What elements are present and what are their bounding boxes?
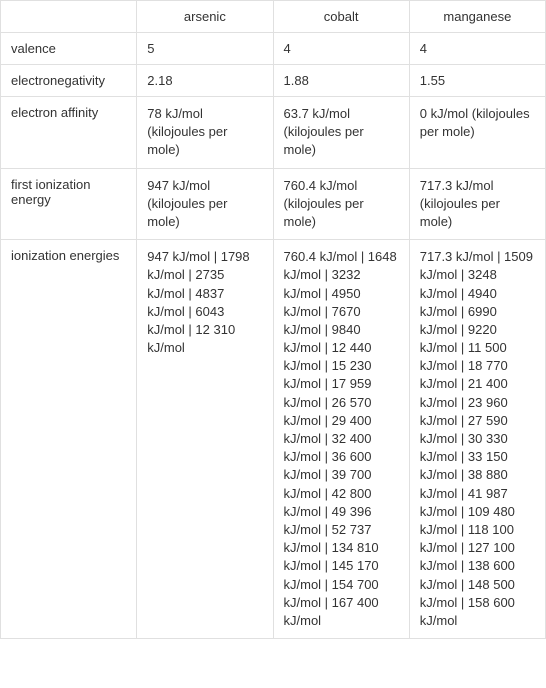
header-cobalt: cobalt [273, 1, 409, 33]
cell-manganese-electronegativity: 1.55 [409, 65, 545, 97]
cell-cobalt-electron-affinity: 63.7 kJ/mol (kilojoules per mole) [273, 97, 409, 169]
header-manganese: manganese [409, 1, 545, 33]
cell-arsenic-first-ionization: 947 kJ/mol (kilojoules per mole) [137, 168, 273, 240]
cell-cobalt-valence: 4 [273, 33, 409, 65]
cell-cobalt-ionization-energies: 760.4 kJ/mol | 1648 kJ/mol | 3232 kJ/mol… [273, 240, 409, 639]
header-row: arsenic cobalt manganese [1, 1, 546, 33]
element-properties-table: arsenic cobalt manganese valence 5 4 4 e… [0, 0, 546, 639]
row-label-valence: valence [1, 33, 137, 65]
cell-cobalt-first-ionization: 760.4 kJ/mol (kilojoules per mole) [273, 168, 409, 240]
cell-arsenic-electron-affinity: 78 kJ/mol (kilojoules per mole) [137, 97, 273, 169]
cell-cobalt-electronegativity: 1.88 [273, 65, 409, 97]
table-row: first ionization energy 947 kJ/mol (kilo… [1, 168, 546, 240]
cell-arsenic-electronegativity: 2.18 [137, 65, 273, 97]
table-row: electron affinity 78 kJ/mol (kilojoules … [1, 97, 546, 169]
cell-manganese-ionization-energies: 717.3 kJ/mol | 1509 kJ/mol | 3248 kJ/mol… [409, 240, 545, 639]
table-row: electronegativity 2.18 1.88 1.55 [1, 65, 546, 97]
header-arsenic: arsenic [137, 1, 273, 33]
cell-manganese-valence: 4 [409, 33, 545, 65]
cell-manganese-first-ionization: 717.3 kJ/mol (kilojoules per mole) [409, 168, 545, 240]
header-empty [1, 1, 137, 33]
row-label-ionization-energies: ionization energies [1, 240, 137, 639]
row-label-first-ionization-energy: first ionization energy [1, 168, 137, 240]
cell-manganese-electron-affinity: 0 kJ/mol (kilojoules per mole) [409, 97, 545, 169]
cell-arsenic-valence: 5 [137, 33, 273, 65]
table-row: ionization energies 947 kJ/mol | 1798 kJ… [1, 240, 546, 639]
table-row: valence 5 4 4 [1, 33, 546, 65]
row-label-electronegativity: electronegativity [1, 65, 137, 97]
row-label-electron-affinity: electron affinity [1, 97, 137, 169]
cell-arsenic-ionization-energies: 947 kJ/mol | 1798 kJ/mol | 2735 kJ/mol |… [137, 240, 273, 639]
